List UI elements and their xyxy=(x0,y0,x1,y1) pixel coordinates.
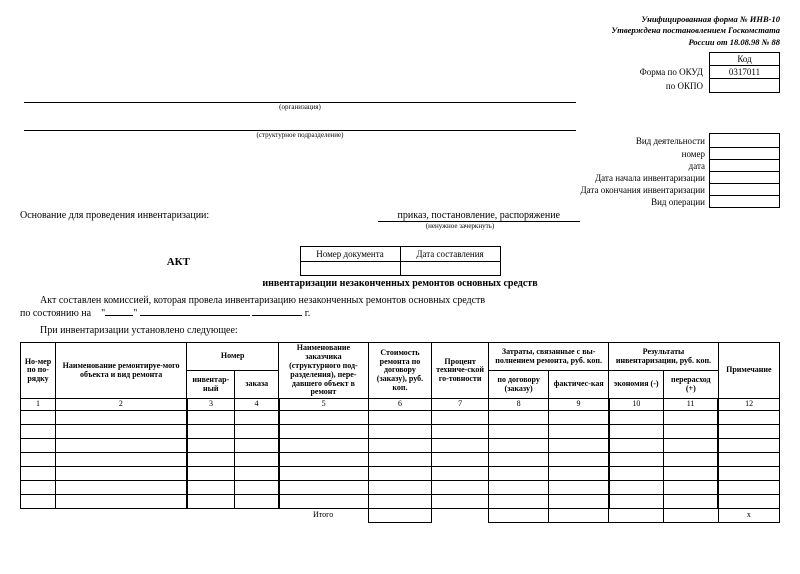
table-row xyxy=(21,438,780,452)
n10: 10 xyxy=(609,399,664,411)
h-c8: Результаты инвентаризации, руб. коп. xyxy=(609,343,718,371)
meta-line-3: России от 18.08.98 № 88 xyxy=(20,37,780,48)
itogo-x: х xyxy=(718,508,779,522)
basis-note: (ненужное зачеркнуть) xyxy=(20,222,580,230)
start-date-cell[interactable] xyxy=(710,172,780,184)
docdate-header: Дата составления xyxy=(400,247,500,262)
h-c2: Наименование ремонтируе-мого объекта и в… xyxy=(55,343,186,399)
okpo-label: по ОКПО xyxy=(634,79,710,93)
table-row xyxy=(21,452,780,466)
n6: 6 xyxy=(368,399,431,411)
h-c9: Примечание xyxy=(718,343,779,399)
n3: 3 xyxy=(187,399,235,411)
meta-line-2: Утверждена постановлением Госкомстата xyxy=(20,25,780,36)
date-day[interactable] xyxy=(105,315,133,316)
okud-value: 0317011 xyxy=(710,66,780,79)
basis-label: Основание для проведения инвентаризации: xyxy=(20,210,209,221)
year-suffix: г. xyxy=(305,308,310,319)
n5: 5 xyxy=(279,399,369,411)
organization-caption: (организация) xyxy=(20,103,580,111)
h-c7b: фактичес-кая xyxy=(549,371,609,399)
code-header: Код xyxy=(710,53,780,66)
n8: 8 xyxy=(489,399,549,411)
table-body: Итого х xyxy=(21,410,780,522)
h-c5: Стоимость ремонта по договору (заказу), … xyxy=(368,343,431,399)
activity-cell[interactable] xyxy=(710,134,780,148)
start-date-label: Дата начала инвентаризации xyxy=(577,172,710,184)
struct-line[interactable] xyxy=(24,121,576,131)
doc-head: Номер документа Дата составления xyxy=(300,246,501,276)
date-month[interactable] xyxy=(140,315,250,316)
date-label: дата xyxy=(577,160,710,172)
para-1: Акт составлен комиссией, которая провела… xyxy=(40,295,780,306)
table-row xyxy=(21,480,780,494)
okpo-value[interactable] xyxy=(710,79,780,93)
h-c4: Наименование заказчика (структурного под… xyxy=(279,343,369,399)
h-c7: Затраты, связанные с вы-полнением ремонт… xyxy=(489,343,609,371)
para-3: При инвентаризации установлено следующее… xyxy=(40,325,780,336)
operation-cell[interactable] xyxy=(710,196,780,208)
basis-value: приказ, постановление, распоряжение xyxy=(378,210,580,222)
code-block: Код Форма по ОКУД 0317011 по ОКПО xyxy=(634,52,780,93)
n4: 4 xyxy=(235,399,279,411)
itogo-label: Итого xyxy=(279,508,369,522)
table-row xyxy=(21,410,780,424)
n11: 11 xyxy=(663,399,718,411)
right-fields: Вид деятельности номер дата Дата начала … xyxy=(577,133,780,208)
itogo-c6[interactable] xyxy=(368,508,431,522)
itogo-c8[interactable] xyxy=(489,508,549,522)
para-2a: по состоянию на xyxy=(20,308,91,319)
itogo-c11[interactable] xyxy=(663,508,718,522)
n9: 9 xyxy=(549,399,609,411)
h-c8b: перерасход (+) xyxy=(663,371,718,399)
struct-caption: (структурное подразделение) xyxy=(20,131,580,139)
main-table: Но-мер по по-рядку Наименование ремонтир… xyxy=(20,342,780,523)
title-akt: АКТ xyxy=(167,256,190,268)
activity-label: Вид деятельности xyxy=(577,134,710,148)
table-row xyxy=(21,424,780,438)
h-c7a: по договору (заказу) xyxy=(489,371,549,399)
number-label: номер xyxy=(577,148,710,160)
number-cell[interactable] xyxy=(710,148,780,160)
title-sub: инвентаризации незаконченных ремонтов ос… xyxy=(20,278,780,289)
docnum-cell[interactable] xyxy=(300,262,400,276)
end-date-label: Дата окончания инвентаризации xyxy=(577,184,710,196)
h-c3a: инвентар-ный xyxy=(187,371,235,399)
h-c8a: экономия (-) xyxy=(609,371,664,399)
operation-label: Вид операции xyxy=(577,196,710,208)
organization-line[interactable] xyxy=(24,93,576,103)
date-year[interactable] xyxy=(252,315,302,316)
h-c3b: заказа xyxy=(235,371,279,399)
itogo-c10[interactable] xyxy=(609,508,664,522)
n2: 2 xyxy=(55,399,186,411)
docnum-header: Номер документа xyxy=(300,247,400,262)
date-cell[interactable] xyxy=(710,160,780,172)
docdate-cell[interactable] xyxy=(400,262,500,276)
table-row xyxy=(21,494,780,508)
meta-line-1: Унифицированная форма № ИНВ-10 xyxy=(20,14,780,25)
n12: 12 xyxy=(718,399,779,411)
itogo-c9[interactable] xyxy=(549,508,609,522)
h-c1: Но-мер по по-рядку xyxy=(21,343,56,399)
h-c6: Процент техниче-ской го-товности xyxy=(432,343,489,399)
okud-label: Форма по ОКУД xyxy=(634,66,710,79)
h-c3: Номер xyxy=(187,343,279,371)
end-date-cell[interactable] xyxy=(710,184,780,196)
n1: 1 xyxy=(21,399,56,411)
form-meta: Унифицированная форма № ИНВ-10 Утвержден… xyxy=(20,14,780,48)
table-row xyxy=(21,466,780,480)
n7: 7 xyxy=(432,399,489,411)
